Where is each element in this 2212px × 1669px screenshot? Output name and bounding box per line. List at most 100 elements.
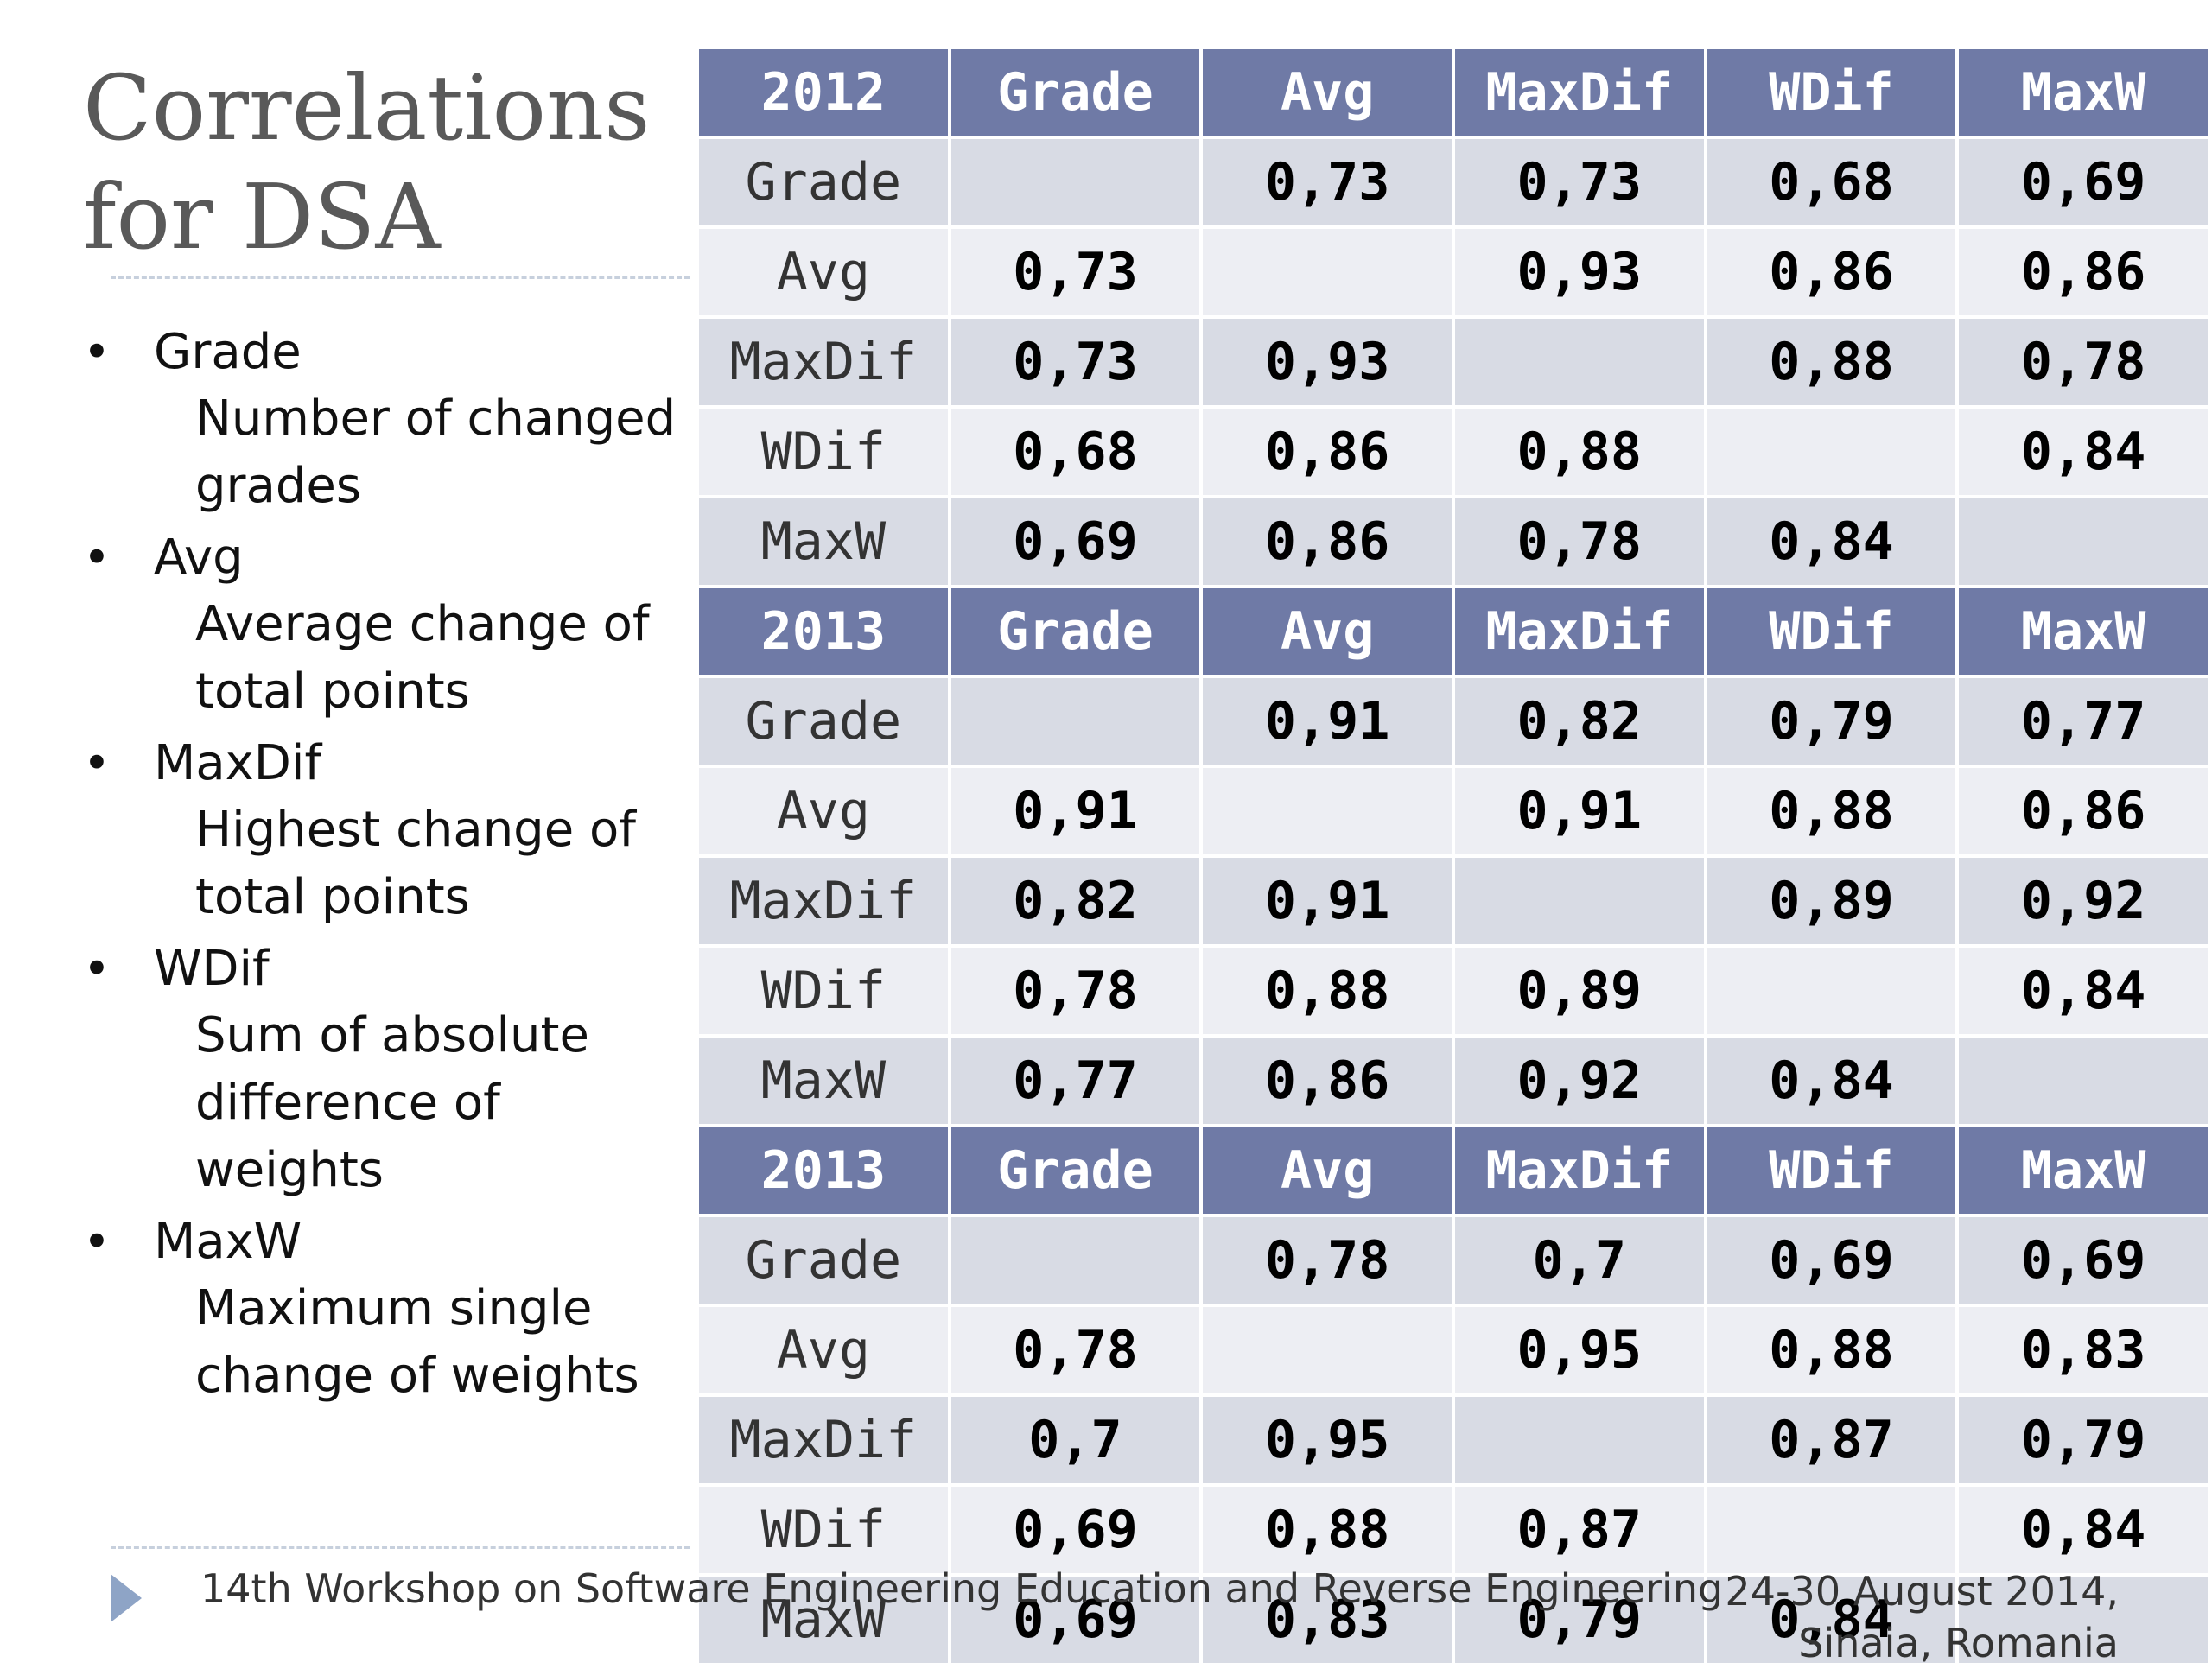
row-header-cell: MaxDif [696,315,951,409]
table-cell: 0,86 [1955,225,2211,319]
table-cell: 0,84 [1955,405,2211,498]
row-header-cell: WDif [696,1483,951,1577]
table-cell: 0,73 [947,315,1204,409]
table-row: MaxW 0,77 0,86 0,92 0,84 [696,1034,2211,1127]
table-cell: 0,84 [1703,1034,1960,1127]
slide-title-line-2: for DSA [83,164,441,270]
table-cell: 0,84 [1955,944,2211,1038]
table-cell: 0,86 [1199,495,1455,588]
column-header-cell: Avg [1199,585,1455,678]
row-header-cell: WDif [696,405,951,498]
definition-description: Number of changed grades [195,390,677,514]
table-cell [947,136,1204,229]
table-row: MaxDif 0,82 0,91 0,89 0,92 [696,854,2211,948]
column-header-cell: MaxW [1955,585,2211,678]
table-row: Avg 0,78 0,95 0,88 0,83 [696,1304,2211,1397]
table-cell: 0,78 [1199,1214,1455,1307]
table-header-row: 2012 Grade Avg MaxDif WDif MaxW [696,46,2211,139]
table-cell: 0,77 [947,1034,1204,1127]
table-cell: 0,73 [947,225,1204,319]
definition-item: • MaxW Maximum single change of weights [83,1209,688,1410]
column-header-cell: Grade [947,585,1204,678]
definition-list: • Grade Number of changed grades • Avg A… [83,320,688,1415]
row-header-cell: MaxW [696,495,951,588]
column-header-cell: MaxDif [1451,585,1707,678]
table-cell: 0,89 [1451,944,1707,1038]
table-cell: 0,95 [1451,1304,1707,1397]
table-cell [1199,225,1455,319]
column-header-cell: Grade [947,1124,1204,1217]
table-cell: 0,91 [1451,765,1707,858]
column-header-cell: WDif [1703,1124,1960,1217]
row-header-cell: Avg [696,1304,951,1397]
table-cell: 0,78 [1955,315,2211,409]
row-header-cell: Grade [696,136,951,229]
table-cell: 0,93 [1199,315,1455,409]
bullet-icon: • [83,325,111,379]
column-header-cell: MaxDif [1451,1124,1707,1217]
table-cell: 0,73 [1199,136,1455,229]
bullet-icon: • [83,1215,111,1269]
table-cell: 0,84 [1703,495,1960,588]
table-cell [1451,854,1707,948]
table-cell: 0,69 [947,1573,1204,1666]
table-cell: 0,86 [1199,1034,1455,1127]
table-cell: 0,88 [1703,765,1960,858]
table-cell: 0,91 [1199,854,1455,948]
table-cell [1451,1393,1707,1487]
table-cell [1703,405,1960,498]
table-row: Avg 0,73 0,93 0,86 0,86 [696,225,2211,319]
table-cell [1955,1573,2211,1666]
definition-description: Sum of absolute difference of weights [195,1007,589,1198]
table-row: WDif 0,69 0,88 0,87 0,84 [696,1483,2211,1577]
table-cell [1703,1483,1960,1577]
correlation-tables: 2012 Grade Avg MaxDif WDif MaxW Grade 0,73 0,73 0… [696,46,2211,1666]
definition-term: MaxW [154,1214,302,1270]
column-header-cell: Avg [1199,46,1455,139]
table-cell: 0,79 [1451,1573,1707,1666]
bullet-icon: • [83,530,111,585]
year-header-cell: 2012 [696,46,951,139]
table-cell [1199,1304,1455,1397]
table-header-row: 2013 Grade Avg MaxDif WDif MaxW [696,1124,2211,1217]
table-row: MaxW 0,69 0,86 0,78 0,84 [696,495,2211,588]
row-header-cell: Grade [696,1214,951,1307]
table-row: WDif 0,68 0,86 0,88 0,84 [696,405,2211,498]
definition-item: • Avg Average change of total points [83,525,688,726]
table-cell: 0,87 [1451,1483,1707,1577]
table-cell: 0,82 [1451,675,1707,768]
table-cell [1955,495,2211,588]
column-header-cell: Avg [1199,1124,1455,1217]
table-cell [1955,1034,2211,1127]
table-cell: 0,68 [1703,136,1960,229]
table-cell: 0,79 [1955,1393,2211,1487]
table-cell: 0,86 [1199,405,1455,498]
table-cell: 0,69 [1703,1214,1960,1307]
table-cell: 0,95 [1199,1393,1455,1487]
year-header-cell: 2013 [696,585,951,678]
table-cell: 0,88 [1703,1304,1960,1397]
table-row: MaxW 0,69 0,83 0,79 0,84 [696,1573,2211,1666]
table-cell: 0,78 [1451,495,1707,588]
row-header-cell: MaxDif [696,854,951,948]
table-cell: 0,93 [1451,225,1707,319]
table-cell: 0,69 [947,1483,1204,1577]
table-cell: 0,68 [947,405,1204,498]
column-header-cell: Grade [947,46,1204,139]
row-header-cell: MaxW [696,1034,951,1127]
table-cell: 0,86 [1955,765,2211,858]
table-cell [1199,765,1455,858]
correlation-table: 2012 Grade Avg MaxDif WDif MaxW Grade 0,73 0,73 0… [696,46,2211,1666]
year-header-cell: 2013 [696,1124,951,1217]
table-cell: 0,83 [1955,1304,2211,1397]
table-cell [947,1214,1204,1307]
table-cell: 0,91 [947,765,1204,858]
table-row: Grade 0,78 0,7 0,69 0,69 [696,1214,2211,1307]
definition-description: Maximum single change of weights [195,1280,639,1404]
table-cell: 0,84 [1955,1483,2211,1577]
definition-description: Highest change of total points [195,802,636,925]
table-row: MaxDif 0,7 0,95 0,87 0,79 [696,1393,2211,1487]
row-header-cell: Avg [696,225,951,319]
table-cell: 0,78 [947,944,1204,1038]
row-header-cell: WDif [696,944,951,1038]
